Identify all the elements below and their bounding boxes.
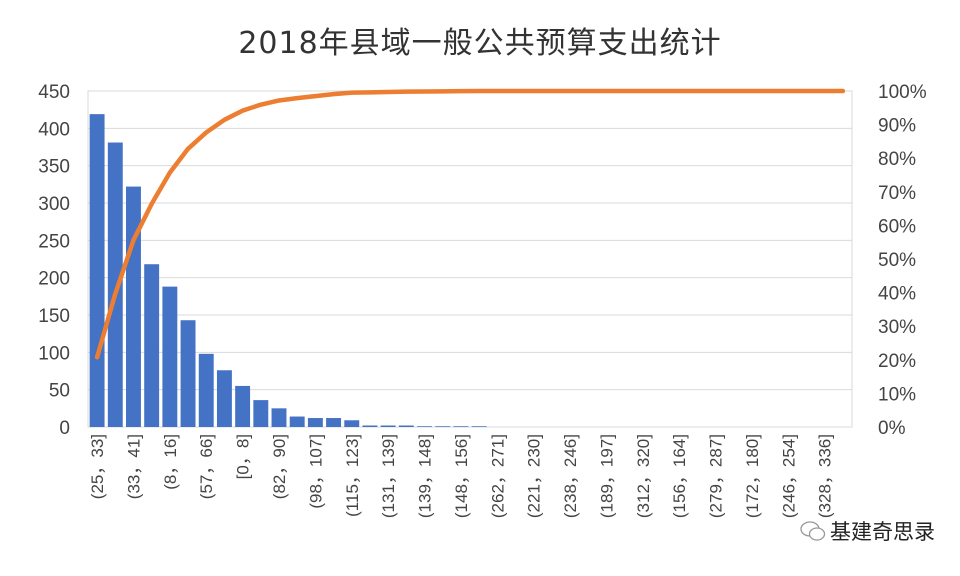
x-tick-label: (115，123] xyxy=(343,434,362,517)
x-tick-label: (156，164] xyxy=(670,434,689,518)
bar xyxy=(398,425,414,427)
bar xyxy=(380,425,396,427)
y-right-tick-label: 60% xyxy=(878,216,916,237)
x-tick-label: (189，197] xyxy=(597,434,616,518)
bar xyxy=(180,320,196,427)
bar xyxy=(89,114,105,427)
watermark: 基建奇思录 xyxy=(800,516,935,546)
bar xyxy=(216,370,232,427)
x-tick-label: (33，41] xyxy=(124,434,143,499)
x-tick-label: (57，66] xyxy=(197,434,216,499)
y-right-tick-label: 30% xyxy=(878,317,916,338)
x-tick-label: (172，180] xyxy=(743,434,762,518)
bar xyxy=(107,142,123,427)
bar xyxy=(235,385,251,427)
cumulative-line xyxy=(94,88,846,360)
bar xyxy=(253,400,269,427)
y-right-tick-label: 20% xyxy=(878,351,916,372)
y-left-tick-label: 150 xyxy=(38,306,70,327)
y-right-tick-label: 70% xyxy=(878,183,916,204)
x-tick-label: (139，148] xyxy=(416,434,435,518)
bar xyxy=(344,420,360,427)
x-tick-label: (221，230] xyxy=(525,434,544,518)
bar xyxy=(144,264,160,427)
x-tick-label: (131，139] xyxy=(379,434,398,518)
bar xyxy=(126,186,141,427)
bar xyxy=(307,418,323,427)
x-tick-label: (238，246] xyxy=(561,434,580,518)
x-tick-label: (82，90] xyxy=(270,434,289,499)
bar xyxy=(435,426,451,427)
bar xyxy=(198,353,214,427)
x-tick-label: (279，287] xyxy=(707,434,726,518)
x-tick-label: (8，16] xyxy=(161,434,180,490)
x-tick-label: [0，8] xyxy=(234,434,253,479)
bar xyxy=(271,408,287,427)
bar xyxy=(326,418,342,427)
y-right-tick-label: 10% xyxy=(878,384,916,405)
y-right-tick-label: 50% xyxy=(878,250,916,271)
x-tick-label: (246，254] xyxy=(779,434,798,518)
bar xyxy=(362,425,378,427)
y-right-tick-label: 100% xyxy=(878,82,927,103)
x-tick-label: (98，107] xyxy=(306,434,325,509)
y-left-tick-label: 250 xyxy=(38,231,70,252)
y-left-tick-label: 50 xyxy=(49,381,70,402)
y-right-tick-label: 90% xyxy=(878,116,916,137)
bar xyxy=(471,426,487,427)
y-left-tick-label: 450 xyxy=(38,82,70,103)
x-tick-label: (25，33] xyxy=(88,434,107,499)
x-tick-label: (312，320] xyxy=(634,434,653,518)
bar xyxy=(453,426,469,427)
chart-title: 2018年县域一般公共预算支出统计 xyxy=(238,26,722,61)
wechat-icon xyxy=(800,521,826,541)
bar xyxy=(162,286,178,427)
y-right-tick-label: 40% xyxy=(878,284,916,305)
watermark-text: 基建奇思录 xyxy=(830,520,935,544)
bar xyxy=(417,426,432,427)
x-tick-label: (328，336] xyxy=(816,434,835,518)
x-tick-label: (262，271] xyxy=(488,434,507,518)
bar xyxy=(289,416,305,427)
y-right-tick-label: 0% xyxy=(878,418,906,439)
x-tick-label: (148，156] xyxy=(452,434,471,518)
y-left-tick-label: 350 xyxy=(38,157,70,178)
y-left-tick-label: 0 xyxy=(59,418,70,439)
y-left-tick-label: 300 xyxy=(38,194,70,215)
y-left-tick-label: 100 xyxy=(38,343,70,364)
y-left-tick-label: 400 xyxy=(38,119,70,140)
y-left-tick-label: 200 xyxy=(38,269,70,290)
y-right-tick-label: 80% xyxy=(878,149,916,170)
